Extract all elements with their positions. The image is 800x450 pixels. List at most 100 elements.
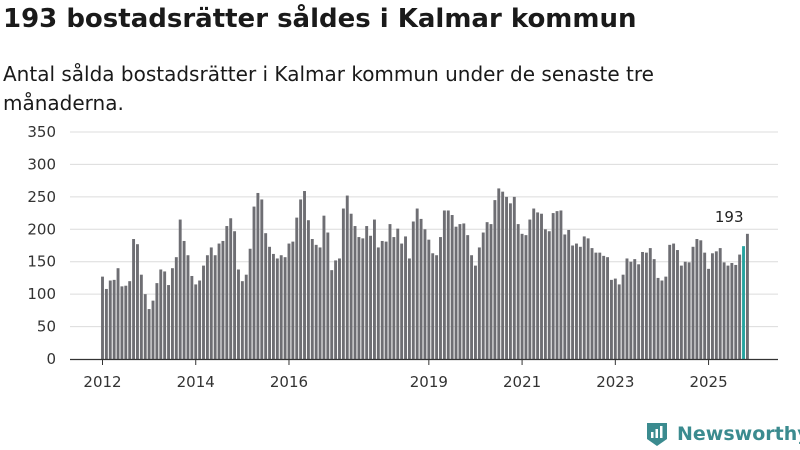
chart-subtitle: Antal sålda bostadsrätter i Kalmar kommu…: [3, 62, 654, 115]
bar: [676, 250, 679, 359]
bar: [575, 243, 578, 359]
bar: [485, 222, 489, 359]
bar: [707, 268, 711, 359]
bar: [205, 255, 209, 359]
bar: [656, 277, 660, 359]
bar: [625, 258, 629, 359]
brand-name: Newsworthy: [677, 423, 800, 445]
bar: [376, 247, 380, 359]
bar: [132, 239, 136, 359]
bar: [388, 224, 392, 359]
bar: [466, 235, 470, 359]
bar: [190, 275, 194, 359]
bar: [672, 243, 676, 359]
bar: [244, 274, 248, 359]
bar: [493, 200, 497, 359]
bar: [163, 271, 167, 359]
bar: [703, 252, 707, 359]
highlight-data-label: 193: [715, 208, 744, 226]
bar: [124, 285, 128, 359]
bar: [202, 265, 205, 359]
bar: [322, 215, 326, 359]
y-tick-label: 150: [27, 253, 56, 271]
bar: [594, 252, 598, 359]
bar: [182, 240, 186, 359]
x-tick-label: 2019: [410, 373, 448, 391]
bar: [229, 218, 233, 359]
bar: [551, 213, 555, 359]
bar: [248, 248, 252, 359]
bar: [139, 274, 143, 359]
bars: [101, 188, 749, 359]
labels: 0 50 100 150 200 250 300 350 2012 2014 2016 2019 202…: [27, 123, 743, 391]
bar: [427, 239, 431, 359]
bar: [520, 233, 524, 359]
bar: [687, 262, 691, 359]
bar: [384, 241, 388, 359]
bar: [252, 206, 256, 359]
bar: [415, 208, 419, 359]
bar: [283, 257, 287, 359]
x-tick-label: 2025: [689, 373, 727, 391]
bar: [396, 228, 400, 359]
bar: [400, 243, 404, 359]
bar: [563, 234, 567, 359]
bar: [306, 220, 310, 359]
bar: [167, 285, 170, 359]
y-tick-label: 0: [46, 350, 56, 368]
bar: [567, 229, 571, 359]
bar: [233, 231, 237, 359]
bar: [497, 188, 501, 359]
bar: [341, 208, 345, 359]
bar: [629, 261, 633, 359]
bar: [159, 269, 163, 359]
bar: [450, 215, 454, 359]
bar: [699, 240, 703, 359]
bar: [128, 281, 132, 359]
bar: [101, 276, 104, 359]
bar: [679, 265, 683, 359]
bar: [590, 248, 594, 359]
bar: [641, 251, 644, 359]
bar: [271, 253, 275, 359]
bar: [369, 235, 373, 359]
bar: [730, 263, 734, 359]
bar: [365, 226, 369, 359]
bar: [237, 269, 240, 359]
bar: [338, 258, 341, 359]
bar: [225, 226, 229, 359]
bar: [446, 210, 450, 359]
bar: [660, 280, 664, 359]
bar: [586, 238, 590, 359]
bar: [411, 221, 415, 359]
bar: [155, 283, 159, 359]
brand[interactable]: Newsworthy: [645, 420, 800, 448]
bar: [213, 255, 217, 359]
bar: [143, 294, 147, 359]
bar: [260, 199, 264, 359]
x-tick-label: 2021: [503, 373, 541, 391]
bar: [334, 260, 338, 359]
bar: [613, 278, 617, 359]
bar: [559, 210, 563, 359]
bar: [310, 239, 314, 359]
bar: [617, 284, 621, 359]
bar: [326, 232, 330, 359]
bar: [578, 246, 582, 359]
bar: [683, 261, 687, 359]
bar: [295, 217, 299, 359]
bar: [217, 243, 221, 359]
bar: [508, 203, 512, 359]
bar: [505, 196, 508, 359]
bar: [621, 274, 625, 359]
bar: [710, 253, 714, 359]
bar: [112, 279, 116, 359]
bar: [477, 247, 481, 359]
x-tick-label: 2014: [177, 373, 215, 391]
bar: [528, 219, 532, 359]
bar: [303, 191, 306, 359]
bar: [268, 246, 272, 359]
bar-highlight: [742, 246, 745, 359]
bar: [349, 213, 353, 359]
bar: [644, 252, 648, 359]
